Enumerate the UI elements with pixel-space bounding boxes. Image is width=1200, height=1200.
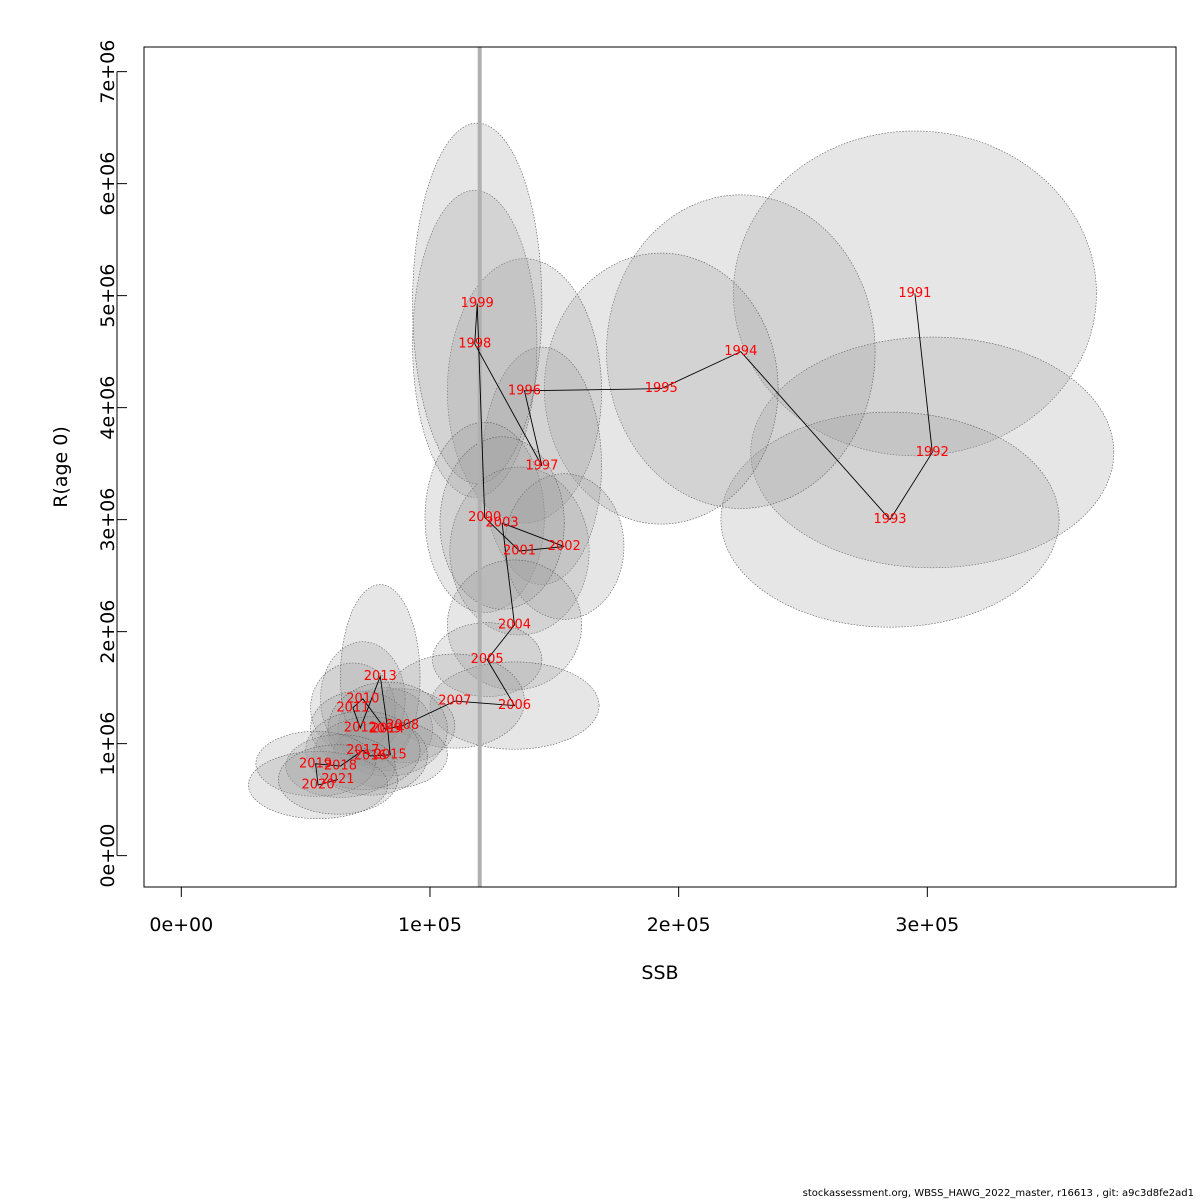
year-label-1993: 1993 <box>873 512 906 527</box>
series-path <box>315 293 933 786</box>
year-label-2001: 2001 <box>503 544 536 559</box>
year-label-2003: 2003 <box>486 516 519 531</box>
year-label-1996: 1996 <box>508 383 541 398</box>
x-tick-label: 1e+05 <box>398 914 462 936</box>
year-labels: 1991 1992 1993 1994 1995 1996 1997 1998 1999 2000… <box>299 286 949 793</box>
year-label-1991: 1991 <box>898 286 931 301</box>
year-label-2013: 2013 <box>364 669 397 684</box>
year-label-2005: 2005 <box>471 652 504 667</box>
year-label-2009: 2009 <box>369 722 402 737</box>
y-tick-label: 6e+06 <box>97 152 119 216</box>
year-label-1997: 1997 <box>525 458 558 473</box>
year-label-2019: 2019 <box>299 756 332 771</box>
y-tick-label: 2e+06 <box>97 600 119 664</box>
year-label-2017: 2017 <box>346 743 379 758</box>
year-label-2020: 2020 <box>302 778 335 793</box>
year-label-2018: 2018 <box>324 759 357 774</box>
year-label-2004: 2004 <box>498 617 531 632</box>
y-tick-label: 7e+06 <box>97 40 119 104</box>
x-axis-title: SSB <box>641 962 678 984</box>
year-label-2021: 2021 <box>321 772 354 787</box>
year-label-2010: 2010 <box>346 691 379 706</box>
y-axis-title: R(age 0) <box>50 426 72 508</box>
year-label-2014: 2014 <box>371 722 404 737</box>
y-axis: 0e+00 1e+06 2e+06 3e+06 4e+06 5e+06 6e+06 7e+06 <box>97 40 127 888</box>
year-label-1994: 1994 <box>724 344 757 359</box>
x-axis: 0e+00 1e+05 2e+05 3e+05 <box>149 886 959 936</box>
y-tick-label: 3e+06 <box>97 488 119 552</box>
y-tick-label: 1e+06 <box>97 712 119 776</box>
year-label-2012: 2012 <box>344 720 377 735</box>
footer-credit: stockassessment.org, WBSS_HAWG_2022_mast… <box>802 1188 1194 1199</box>
year-label-2011: 2011 <box>336 700 369 715</box>
y-tick-label: 0e+00 <box>97 824 119 888</box>
year-label-2016: 2016 <box>354 748 387 763</box>
year-label-2002: 2002 <box>548 539 581 554</box>
year-label-2000: 2000 <box>468 510 501 525</box>
year-label-2007: 2007 <box>438 694 471 709</box>
x-tick-label: 3e+05 <box>895 914 959 936</box>
year-label-1992: 1992 <box>916 445 949 460</box>
y-tick-label: 5e+06 <box>97 264 119 328</box>
uncertainty-ellipses <box>248 122 1115 819</box>
year-label-1999: 1999 <box>461 296 494 311</box>
year-label-2008: 2008 <box>386 718 419 733</box>
year-label-2015: 2015 <box>374 747 407 762</box>
y-tick-label: 4e+06 <box>97 376 119 440</box>
x-tick-label: 2e+05 <box>647 914 711 936</box>
year-label-1995: 1995 <box>645 381 678 396</box>
year-label-2006: 2006 <box>498 698 531 713</box>
year-label-1998: 1998 <box>458 336 491 351</box>
x-tick-label: 0e+00 <box>149 914 213 936</box>
